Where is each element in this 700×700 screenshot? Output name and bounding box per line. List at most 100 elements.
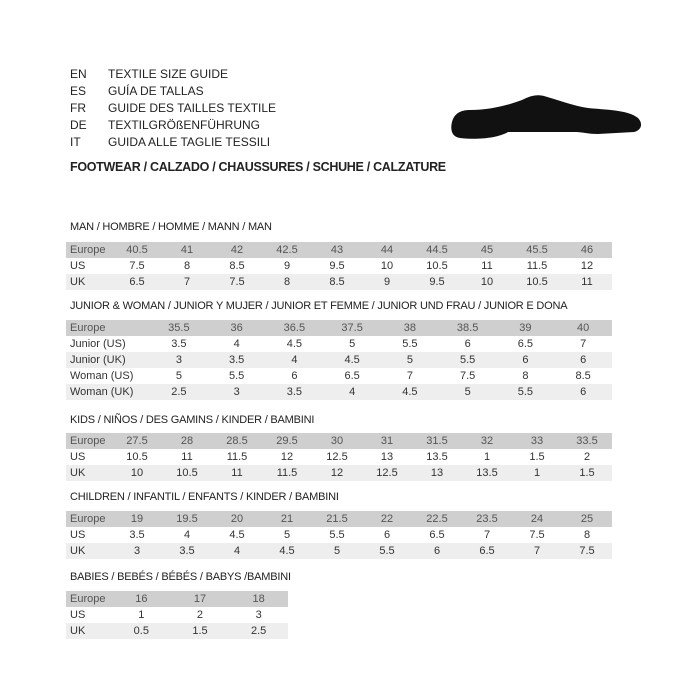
size-cell: 5 — [438, 384, 497, 400]
language-row: IT GUIDA ALLE TAGLIE TESSILI — [70, 134, 270, 151]
size-cell: 3.5 — [150, 336, 208, 352]
size-cell: 45.5 — [512, 242, 562, 258]
language-title: GUÍA DE TALLAS — [108, 84, 204, 98]
size-cell: 1 — [112, 607, 171, 623]
size-table: Europe 19 19.5 20 21 21.5 22 22.5 23.5 24 25 US 3.5 4… — [66, 511, 612, 559]
size-cell: 6 — [554, 384, 612, 400]
size-cell: 44 — [362, 242, 412, 258]
table-row: UK 6.5 7 7.5 8 8.5 9 9.5 10 10.5 11 — [66, 274, 612, 290]
size-cell: 12 — [562, 258, 612, 274]
size-cell: 39 — [496, 320, 555, 336]
size-cell: 7.5 — [212, 274, 262, 290]
size-cell: 11 — [562, 274, 612, 290]
row-label: Woman (US) — [66, 368, 150, 384]
size-cell: 10.5 — [112, 449, 162, 465]
size-cell: 7 — [462, 527, 512, 543]
size-cell: 31 — [362, 433, 412, 449]
size-cell: 11.5 — [212, 449, 262, 465]
size-cell: 4.5 — [381, 384, 439, 400]
size-cell: 42 — [212, 242, 262, 258]
table-row: Europe 27.5 28 28.5 29.5 30 31 31.5 32 33 33.5 — [66, 433, 612, 449]
size-cell: 7 — [512, 543, 562, 559]
section-title: BABIES / BEBÉS / BÉBÉS / BABYS /BAMBINI — [70, 571, 291, 583]
size-cell: 3.5 — [112, 527, 162, 543]
table-row: Europe 35.5 36 36.5 37.5 38 38.5 39 40 — [66, 320, 612, 336]
size-cell: 11.5 — [262, 465, 312, 481]
size-cell: 6 — [496, 352, 555, 368]
table-row: Europe 19 19.5 20 21 21.5 22 22.5 23.5 24 25 — [66, 511, 612, 527]
size-cell: 0.5 — [112, 623, 171, 639]
row-label: Junior (UK) — [66, 352, 150, 368]
size-cell: 3 — [150, 352, 208, 368]
section-title: KIDS / NIÑOS / DES GAMINS / KINDER / BAM… — [70, 414, 315, 426]
size-cell: 5.5 — [312, 527, 362, 543]
size-cell: 10 — [112, 465, 162, 481]
size-cell: 9 — [262, 258, 312, 274]
shoe-icon — [451, 95, 642, 139]
size-cell: 6.5 — [323, 368, 381, 384]
size-cell: 36 — [207, 320, 266, 336]
row-label: Europe — [66, 320, 150, 336]
language-code: ES — [70, 84, 87, 98]
row-label: Europe — [66, 591, 112, 607]
size-cell: 3.5 — [265, 384, 324, 400]
size-cell: 13.5 — [462, 465, 512, 481]
size-cell: 4 — [265, 352, 324, 368]
language-row: EN TEXTILE SIZE GUIDE — [70, 66, 228, 83]
size-cell: 4 — [212, 543, 262, 559]
size-cell: 3 — [207, 384, 266, 400]
size-cell: 5 — [312, 543, 362, 559]
size-cell: 4.5 — [323, 352, 381, 368]
language-row: ES GUÍA DE TALLAS — [70, 83, 204, 100]
size-cell: 40 — [554, 320, 612, 336]
size-cell: 4.5 — [262, 543, 312, 559]
row-label: Woman (UK) — [66, 384, 150, 400]
size-cell: 20 — [212, 511, 262, 527]
size-cell: 6 — [412, 543, 462, 559]
size-cell: 41 — [162, 242, 212, 258]
size-cell: 6.5 — [462, 543, 512, 559]
size-cell: 30 — [312, 433, 362, 449]
size-cell: 32 — [462, 433, 512, 449]
size-cell: 11 — [462, 258, 512, 274]
size-cell: 7 — [554, 336, 612, 352]
size-cell: 45 — [462, 242, 512, 258]
row-label: US — [66, 607, 112, 623]
size-cell: 6 — [438, 336, 497, 352]
size-cell: 4.5 — [212, 527, 262, 543]
size-cell: 43 — [312, 242, 362, 258]
size-cell: 5.5 — [207, 368, 266, 384]
size-cell: 42.5 — [262, 242, 312, 258]
size-cell: 3 — [112, 543, 162, 559]
language-code: EN — [70, 67, 87, 81]
size-cell: 6.5 — [112, 274, 162, 290]
size-cell: 2.5 — [150, 384, 208, 400]
size-cell: 37.5 — [323, 320, 381, 336]
size-cell: 8.5 — [312, 274, 362, 290]
size-cell: 6 — [265, 368, 324, 384]
size-cell: 5 — [381, 352, 439, 368]
size-cell: 8.5 — [554, 368, 612, 384]
size-cell: 29.5 — [262, 433, 312, 449]
size-cell: 18 — [229, 591, 288, 607]
table-row: Junior (US) 3.5 4 4.5 5 5.5 6 6.5 7 — [66, 336, 612, 352]
size-table: Europe 35.5 36 36.5 37.5 38 38.5 39 40 Junior (US… — [66, 320, 612, 400]
language-title: TEXTILE SIZE GUIDE — [108, 67, 229, 81]
language-title: GUIDA ALLE TAGLIE TESSILI — [108, 135, 271, 149]
size-cell: 16 — [112, 591, 171, 607]
size-cell: 6.5 — [496, 336, 555, 352]
size-cell: 22 — [362, 511, 412, 527]
section-title: CHILDREN / INFANTIL / ENFANTS / KINDER /… — [70, 491, 339, 503]
size-cell: 7 — [381, 368, 439, 384]
size-cell: 27.5 — [112, 433, 162, 449]
section-title: MAN / HOMBRE / HOMME / MANN / MAN — [70, 221, 272, 233]
size-cell: 40.5 — [112, 242, 162, 258]
size-cell: 38 — [381, 320, 439, 336]
size-cell: 8 — [496, 368, 555, 384]
table-row: UK 10 10.5 11 11.5 12 12.5 13 13.5 1 1.5 — [66, 465, 612, 481]
size-cell: 22.5 — [412, 511, 462, 527]
size-cell: 4 — [323, 384, 381, 400]
size-cell: 2 — [170, 607, 230, 623]
size-cell: 7 — [162, 274, 212, 290]
size-cell: 6 — [554, 352, 612, 368]
